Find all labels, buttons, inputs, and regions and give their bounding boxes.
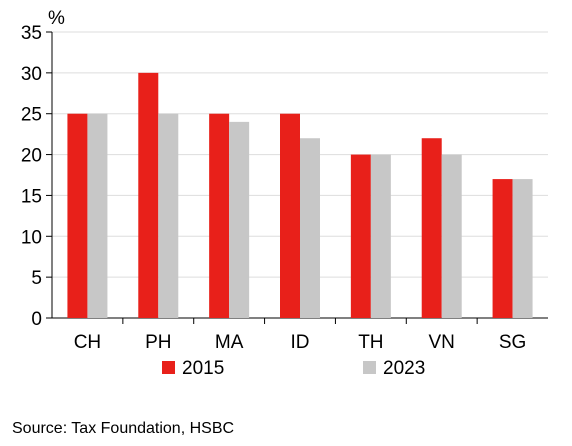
bar-2023-ID: [300, 138, 320, 318]
y-tick-label: 35: [21, 23, 42, 44]
bar-2015-MA: [209, 113, 230, 318]
bar-2023-SG: [512, 179, 533, 318]
y-tick-label: 30: [21, 64, 42, 85]
bar-2015-SG: [492, 179, 513, 318]
y-tick-label: 0: [31, 309, 42, 330]
source-note: Source: Tax Foundation, HSBC: [12, 420, 235, 437]
bar-2015-CH: [67, 113, 88, 318]
bar-2023-TH: [370, 154, 391, 318]
legend-swatch-2023: [363, 361, 376, 374]
y-unit-label: %: [48, 8, 65, 29]
x-tick-label: MA: [215, 332, 244, 353]
y-tick-label: 10: [21, 227, 42, 248]
x-tick-label: SG: [499, 332, 526, 353]
legend-label-2023: 2023: [383, 358, 425, 379]
bar-2023-VN: [441, 154, 462, 318]
bar-2023-CH: [87, 113, 108, 318]
bar-2015-TH: [350, 154, 371, 318]
y-tick-label: 5: [31, 268, 42, 289]
bar-2015-VN: [421, 138, 442, 318]
legend-label-2015: 2015: [182, 358, 224, 379]
bar-2015-PH: [138, 72, 159, 318]
y-tick-label: 15: [21, 186, 42, 207]
x-tick-label: TH: [358, 332, 383, 353]
y-tick-label: 25: [21, 105, 42, 126]
x-tick-label: CH: [74, 332, 101, 353]
bar-2015-ID: [280, 113, 300, 318]
bar-2023-MA: [229, 121, 250, 318]
y-tick-label: 20: [21, 146, 42, 167]
x-tick-label: VN: [429, 332, 455, 353]
legend-swatch-2015: [162, 361, 175, 374]
x-tick-label: PH: [145, 332, 171, 353]
x-tick-label: ID: [291, 332, 310, 353]
bar-2023-PH: [158, 113, 179, 318]
